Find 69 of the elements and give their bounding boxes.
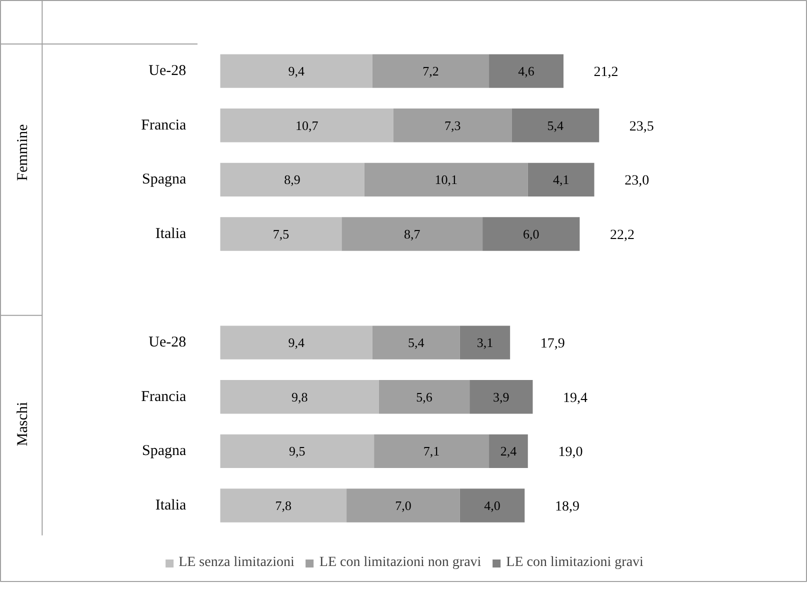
legend-label: LE senza limitazioni	[178, 555, 294, 571]
total-label: 19,4	[563, 390, 588, 406]
y-tick-label: Francia	[141, 388, 186, 405]
data-label: 6,0	[522, 226, 540, 242]
data-label: 7,3	[444, 118, 461, 133]
bar	[220, 108, 394, 142]
data-label: 4,0	[484, 498, 500, 513]
bar	[364, 162, 528, 197]
data-label: 10,1	[434, 172, 458, 188]
data-label: 2,4	[500, 444, 518, 459]
data-label: 7,1	[423, 444, 440, 459]
bar	[489, 54, 564, 88]
data-label: 4,1	[552, 172, 570, 188]
bar	[460, 488, 525, 522]
data-label: 3,9	[493, 389, 510, 404]
data-label: 10,7	[295, 118, 319, 133]
bar	[393, 108, 512, 142]
text: Femmine	[15, 124, 32, 181]
bar	[220, 488, 347, 522]
data-label: 9,5	[289, 444, 306, 459]
data-label: 9,4	[288, 64, 305, 79]
bar	[342, 217, 483, 251]
bar	[482, 217, 580, 251]
bar	[528, 162, 594, 197]
total-label: 23,5	[629, 119, 654, 134]
total-label: 21,2	[594, 65, 618, 80]
bar	[372, 326, 460, 360]
data-label: 4,6	[518, 64, 535, 79]
y-tick-label: Spagna	[142, 443, 186, 460]
data-label: 7,5	[272, 226, 290, 242]
bar	[372, 54, 490, 88]
data-label: 5,4	[547, 118, 564, 133]
total-label: 22,2	[610, 228, 634, 243]
y-tick-label: Francia	[141, 117, 186, 134]
y-tick-label: Ue-28	[148, 63, 186, 80]
bar	[220, 434, 374, 468]
total-label: 23,0	[624, 174, 650, 189]
data-label: 8,7	[404, 226, 421, 242]
legend-label: LE con limitazioni non gravi	[319, 555, 482, 571]
y-tick-label: Spagna	[142, 172, 186, 188]
data-label: 3,1	[476, 335, 494, 350]
data-label: 7,8	[275, 498, 292, 513]
bar	[489, 434, 528, 468]
bar	[220, 54, 372, 88]
data-label: 5,4	[408, 335, 425, 350]
bar	[470, 380, 533, 414]
bar	[220, 380, 379, 414]
data-label: 9,8	[291, 389, 308, 404]
bar	[460, 326, 510, 360]
bar	[512, 108, 600, 142]
legend-label: LE con limitazioni gravi	[506, 555, 644, 571]
bar	[346, 488, 460, 522]
text: Maschi	[15, 402, 32, 446]
bar	[220, 162, 364, 197]
data-label: 8,9	[284, 172, 300, 188]
bar	[374, 434, 490, 468]
total-label: 17,9	[540, 336, 565, 352]
data-label: 7,0	[395, 498, 412, 513]
data-label: 5,6	[416, 389, 433, 404]
bar	[378, 380, 470, 414]
bar	[220, 217, 342, 251]
total-label: 19,0	[558, 445, 583, 460]
total-label: 18,9	[554, 499, 580, 514]
y-tick-label: Italia	[155, 497, 186, 514]
y-tick-label: Italia	[155, 226, 186, 242]
data-label: 9,4	[288, 335, 305, 350]
bar	[220, 326, 372, 360]
data-label: 7,2	[422, 64, 439, 79]
y-tick-label: Ue-28	[148, 334, 186, 351]
